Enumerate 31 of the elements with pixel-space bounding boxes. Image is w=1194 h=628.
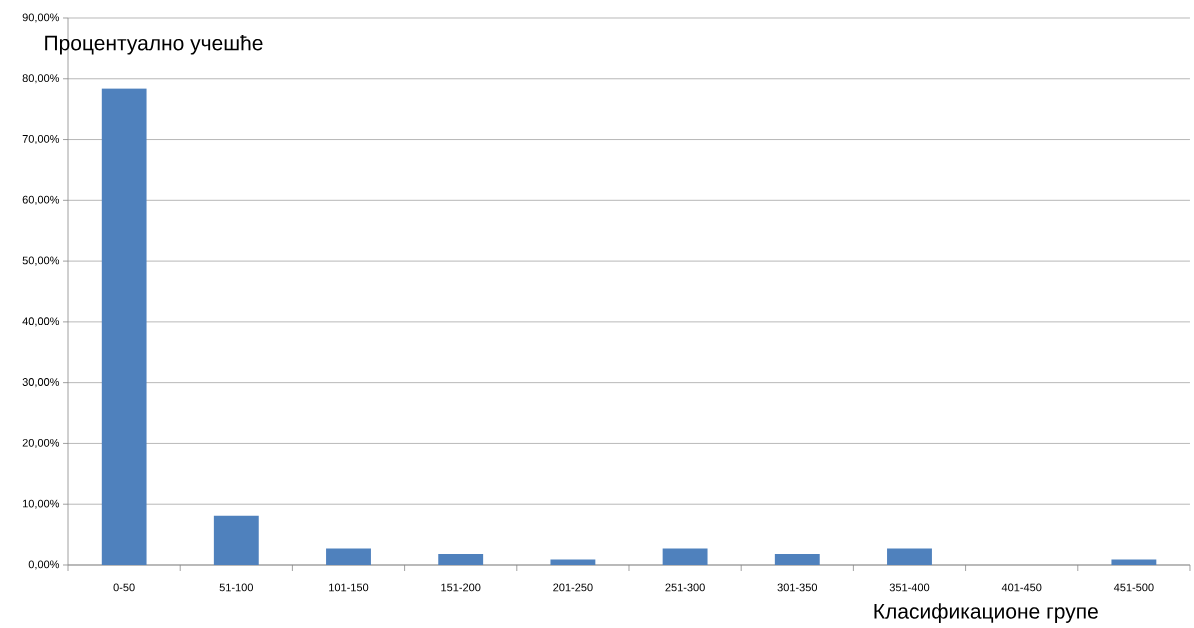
x-tick-label: 251-300: [665, 583, 705, 592]
y-tick-label: 10,00%: [23, 499, 60, 509]
x-tick-label: 151-200: [441, 583, 481, 592]
x-tick-label: 301-350: [777, 583, 818, 592]
x-tick-label: 201-250: [553, 583, 593, 592]
bar: [887, 548, 932, 565]
y-tick-label: 60,00%: [22, 195, 60, 205]
bar: [550, 559, 596, 565]
x-tick-label: 51-100: [219, 583, 253, 592]
bar: [1111, 559, 1157, 565]
y-tick-label: 40,00%: [22, 317, 60, 327]
x-tick-label: 451-500: [1113, 583, 1154, 592]
y-tick-label: 50,00%: [22, 256, 60, 266]
bar: [774, 554, 820, 565]
y-tick-label: 0,00%: [28, 560, 60, 570]
y-axis-title: Процентуално учешће: [45, 35, 263, 55]
bar: [101, 88, 147, 565]
x-tick-label: 401-450: [1001, 583, 1042, 592]
y-tick-label: 70,00%: [22, 135, 60, 145]
y-tick-label: 20,00%: [22, 438, 60, 448]
bar: [662, 548, 708, 565]
x-tick-label: 351-400: [889, 583, 930, 592]
y-tick-label: 80,00%: [22, 74, 60, 84]
bar: [326, 548, 371, 565]
bar: [438, 554, 484, 565]
x-tick-label: 101-150: [329, 583, 369, 592]
y-tick-label: 90,00%: [22, 13, 60, 23]
x-tick-label: 0-50: [113, 583, 135, 592]
y-tick-label: 30,00%: [22, 378, 60, 388]
x-axis-title: Класификационе групе: [874, 603, 1098, 623]
bar: [213, 515, 259, 565]
